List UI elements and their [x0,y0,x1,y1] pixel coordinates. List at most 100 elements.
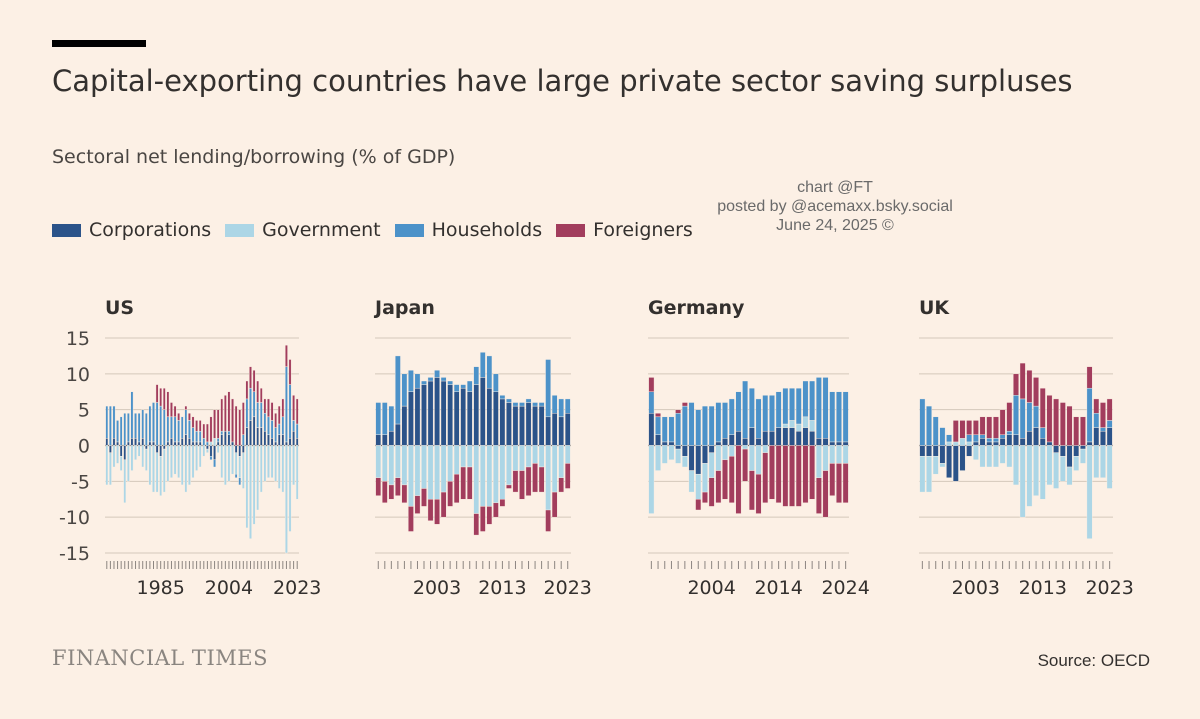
bar-germany-foreigners [769,445,775,500]
bar-us-households [170,416,173,439]
bar-uk-corporations [1066,445,1073,468]
bar-us-corporations [123,445,127,461]
bar-japan-corporations [421,384,427,446]
bar-uk-foreigners [1019,362,1026,400]
bar-germany-corporations [769,430,775,446]
bar-us-government [191,445,195,478]
bar-uk-government [1013,445,1019,486]
bar-us-government [238,456,242,478]
bar-us-government [130,445,134,471]
bar-germany-government [661,445,668,464]
bar-uk-corporations [1059,445,1066,457]
bar-us-households [270,420,274,439]
bar-japan-foreigners [395,477,401,496]
bar-us-corporations [231,441,234,446]
bar-us-government [277,445,281,489]
bar-germany-corporations [722,438,728,446]
bar-japan-households [558,398,565,418]
bar-us-foreigners [249,366,252,389]
bar-us-government [285,445,288,554]
bar-germany-foreigners [735,445,742,514]
x-tick-label: 2023 [544,577,592,599]
bar-us-corporations [245,427,249,446]
bar-japan-government [558,445,565,478]
x-tick-label: 2013 [478,577,526,599]
bar-uk-foreigners [993,416,999,439]
bar-uk-households [946,434,952,443]
bar-germany-government [668,445,675,461]
bar-japan-foreigners [499,499,506,507]
bar-us-corporations [155,445,159,453]
bar-germany-foreigners [728,456,735,504]
bar-uk-government [979,445,986,468]
bar-us-foreigners [188,413,191,421]
bar-us-households [162,409,166,446]
bar-germany-foreigners [655,413,661,418]
panel-title-uk: UK [919,297,950,319]
bar-germany-government [755,445,762,475]
bar-japan-foreigners [506,484,512,489]
bar-uk-government [1053,452,1060,489]
bar-japan-government [532,445,538,464]
bar-us-corporations [141,438,145,446]
bar-us-government [259,445,263,493]
bar-us-government [109,452,112,486]
bar-us-households [238,477,242,486]
bar-us-foreigners [256,380,260,403]
legend-swatch-foreigners [556,223,586,237]
x-tick-label: 2004 [205,577,253,599]
bar-uk-government [1033,445,1039,496]
bar-uk-foreigners [1100,402,1106,428]
bar-japan-government [519,445,525,471]
bar-us-corporations [116,441,119,446]
bar-uk-corporations [946,445,952,478]
bar-uk-foreigners [1013,373,1019,396]
bar-japan-government [499,445,506,500]
bar-japan-corporations [453,391,460,446]
bar-uk-government [959,438,966,446]
bar-japan-corporations [460,387,467,446]
bar-germany-government [802,416,809,428]
bar-us-households [184,409,188,435]
bar-us-foreigners [288,359,292,385]
bar-japan-foreigners [466,466,473,500]
bar-germany-foreigners [681,402,688,407]
bar-germany-households [688,402,695,446]
bar-us-foreigners [202,423,206,439]
bar-germany-households [795,387,802,425]
bar-germany-foreigners [775,445,782,504]
bar-us-foreigners [220,398,224,432]
bar-us-corporations [277,434,281,446]
bar-japan-households [395,355,401,425]
bar-us-households [263,413,267,432]
bar-uk-foreigners [959,420,966,439]
bar-japan-households [525,398,532,403]
bar-uk-foreigners [1106,398,1113,421]
bar-germany-foreigners [815,477,822,514]
bar-us-corporations [216,441,220,446]
legend-label-households: Households [431,219,543,241]
bar-uk-foreigners [1033,377,1039,407]
bar-japan-government [493,445,499,504]
bar-japan-households [545,359,551,418]
bar-japan-corporations [440,380,447,446]
bar-us-households [105,405,109,439]
bar-japan-foreigners [512,470,519,493]
bar-germany-corporations [782,427,789,446]
legend-label-corporations: Corporations [89,219,212,241]
bar-us-foreigners [184,405,188,410]
bar-germany-households [695,409,702,446]
bar-japan-corporations [525,402,532,446]
title-accent-bar [52,40,146,47]
bar-germany-foreigners [715,470,722,504]
bar-us-households [191,427,195,443]
bar-us-corporations [227,434,231,446]
bar-us-government [123,459,127,504]
bar-japan-foreigners [453,473,460,504]
bar-germany-foreigners [789,445,795,507]
x-tick-label: 2003 [413,577,461,599]
bar-japan-households [440,377,447,382]
bar-japan-foreigners [447,481,453,507]
bar-us-foreigners [195,420,198,432]
bar-us-households [119,416,123,446]
